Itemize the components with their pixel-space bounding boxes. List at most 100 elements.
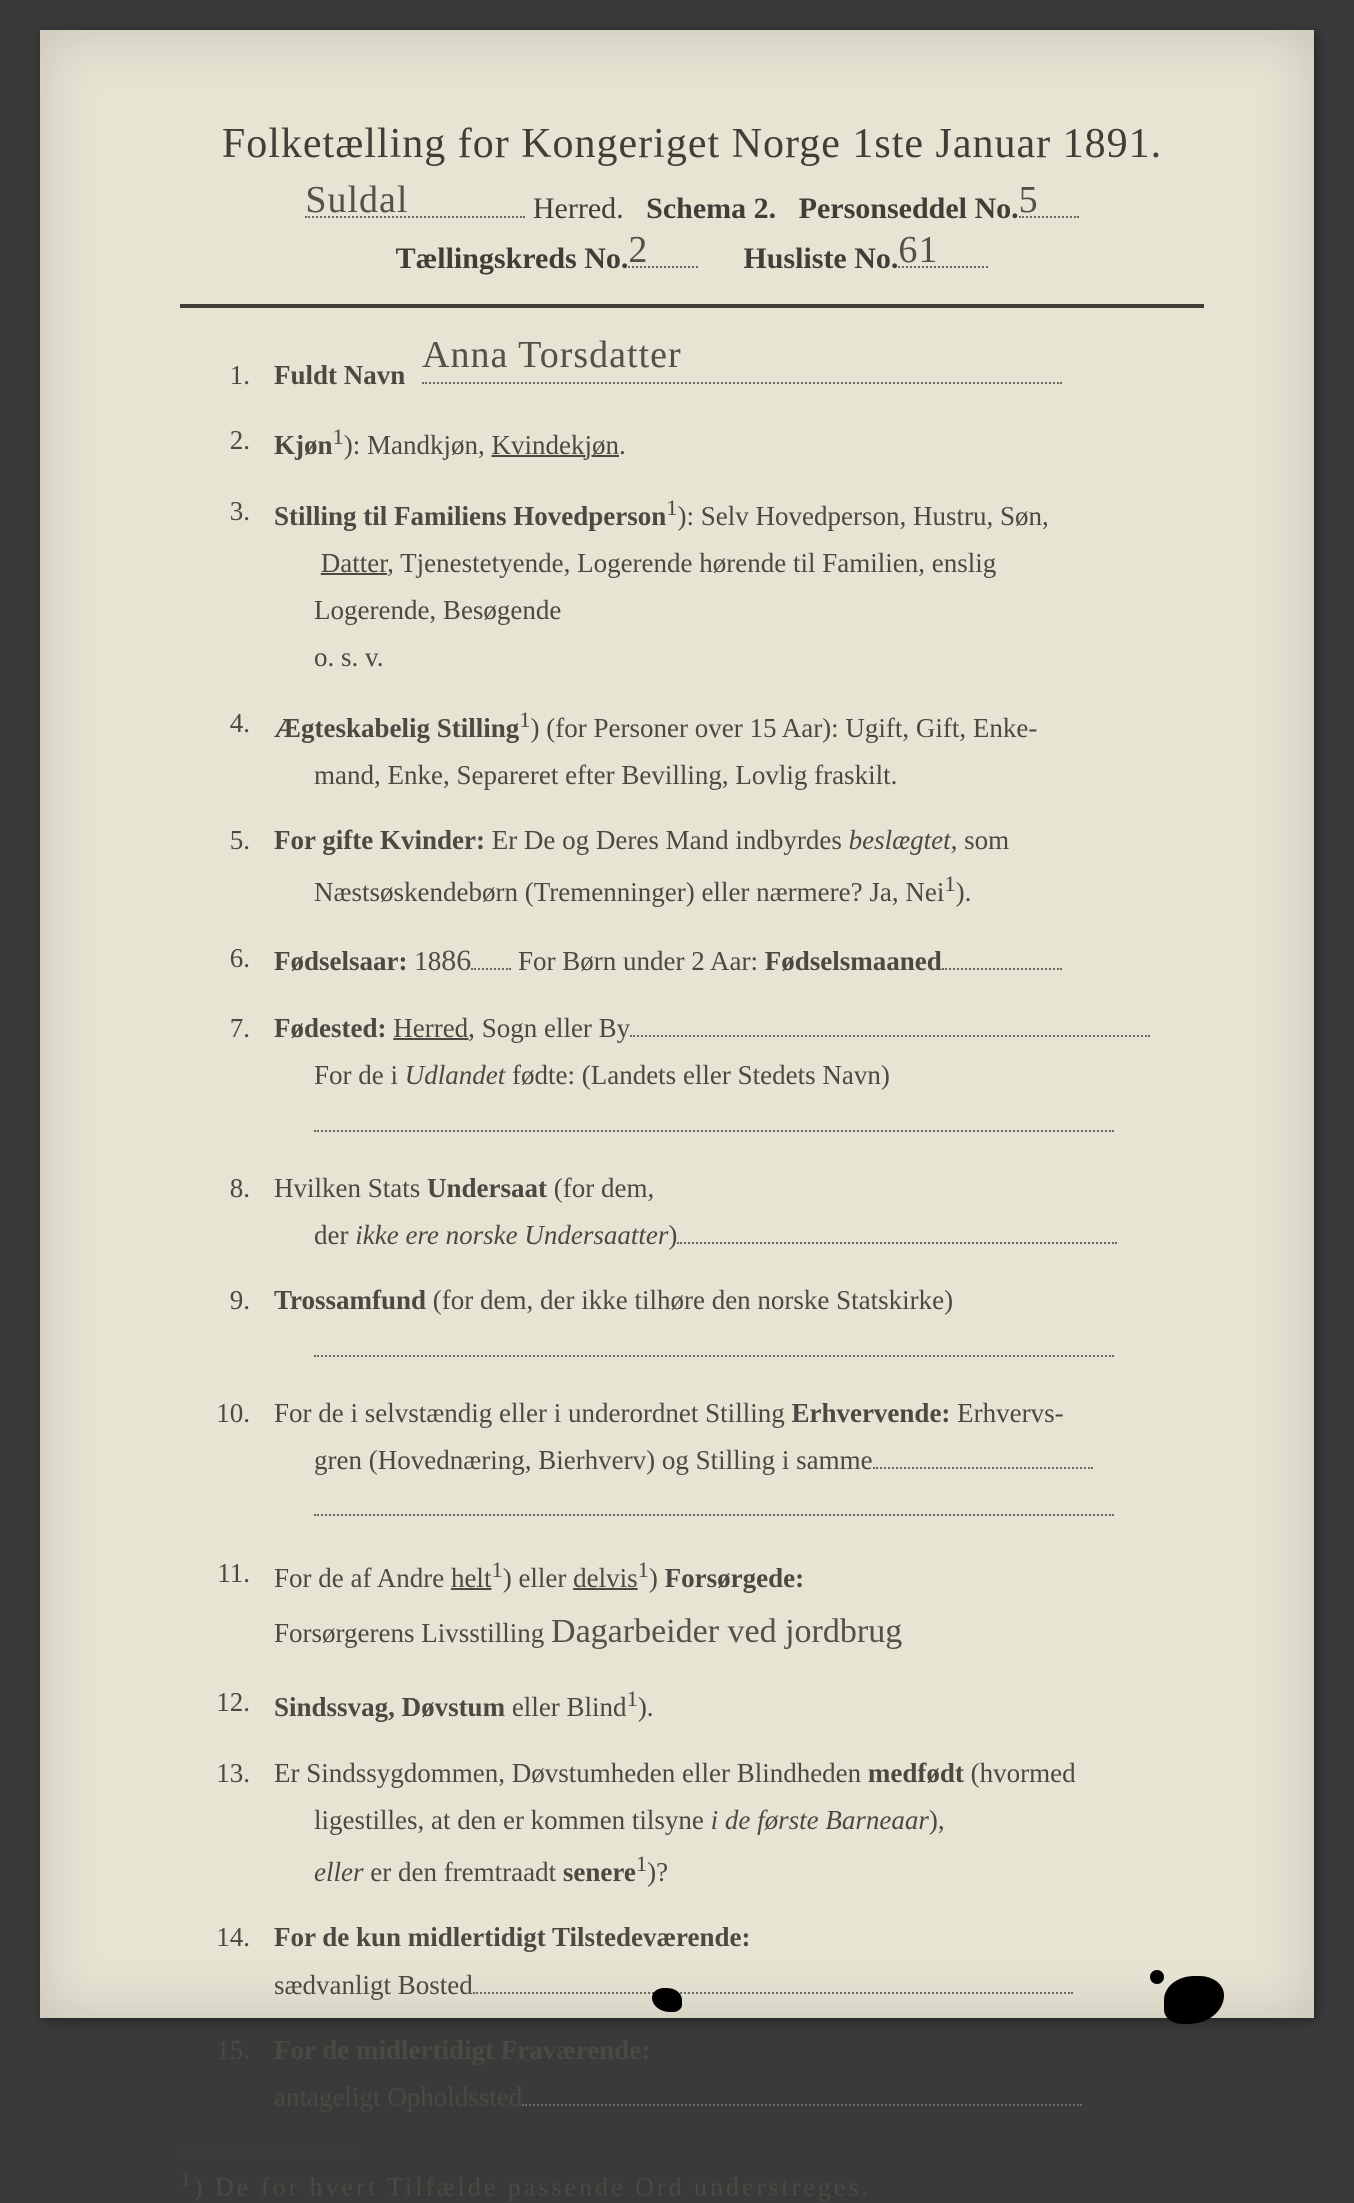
text: ) xyxy=(649,1563,665,1593)
text: For de i xyxy=(314,1060,405,1090)
item-num: 1. xyxy=(180,352,274,399)
item-label: For de midlertidigt Fraværende: xyxy=(274,2035,650,2065)
underlined-option: Herred, xyxy=(393,1013,475,1043)
sup: 1 xyxy=(666,495,677,520)
text: o. s. v. xyxy=(274,642,384,672)
sup: 1 xyxy=(333,424,344,449)
sup: 1 xyxy=(627,1686,638,1711)
item-num: 8. xyxy=(180,1165,274,1260)
text: Hvilken Stats xyxy=(274,1173,427,1203)
item-4: 4. Ægteskabelig Stilling1) (for Personer… xyxy=(180,700,1204,800)
item-num: 6. xyxy=(180,935,274,988)
birthyear-hw: 86 xyxy=(441,944,471,977)
text: . xyxy=(619,430,626,460)
text: mand, Enke, Separeret efter Bevilling, L… xyxy=(274,760,897,790)
text: (hvormed xyxy=(964,1758,1076,1788)
item-num: 11. xyxy=(180,1550,274,1662)
text: For Børn under 2 Aar: xyxy=(511,946,764,976)
text: For de i selvstændig eller i underordnet… xyxy=(274,1398,791,1428)
item-label: Fødselsmaaned xyxy=(765,946,942,976)
sup: 1 xyxy=(636,1851,647,1876)
item-num: 2. xyxy=(180,417,274,469)
item-label: Fødselsaar: xyxy=(274,946,407,976)
text-italic: eller xyxy=(314,1857,363,1887)
text: fødte: (Landets eller Stedets Navn) xyxy=(505,1060,890,1090)
item-13: 13. Er Sindssygdommen, Døvstumheden elle… xyxy=(180,1750,1204,1897)
form-items: 1. Fuldt Navn Anna Torsdatter 2. Kjøn1):… xyxy=(180,352,1204,2121)
item-num: 4. xyxy=(180,700,274,800)
item-label: Undersaat xyxy=(427,1173,547,1203)
text: Forsørgerens Livsstilling xyxy=(274,1618,544,1648)
husliste-label: Husliste No. xyxy=(743,242,898,275)
item-label: Kjøn xyxy=(274,430,333,460)
item-label: senere xyxy=(563,1857,636,1887)
text: Erhvervs- xyxy=(950,1398,1063,1428)
item-label: medfødt xyxy=(868,1758,964,1788)
text: Næstsøskendebørn (Tremenninger) eller næ… xyxy=(314,877,944,907)
item-num: 7. xyxy=(180,1005,274,1147)
husliste-hw: 61 xyxy=(898,228,938,272)
horizontal-rule xyxy=(180,304,1204,308)
text: ). xyxy=(638,1692,654,1722)
sup: 1 xyxy=(180,2167,194,2191)
text: antageligt Opholdssted xyxy=(274,2082,522,2112)
text: , Tjenestetyende, Logerende hørende til … xyxy=(387,548,996,578)
tkreds-hw: 2 xyxy=(628,228,648,272)
text: )? xyxy=(647,1857,668,1887)
item-3: 3. Stilling til Familiens Hovedperson1):… xyxy=(180,488,1204,682)
ink-blot xyxy=(1164,1976,1224,2024)
item-label: Ægteskabelig Stilling xyxy=(274,713,519,743)
underlined-option: Datter xyxy=(321,548,387,578)
text: Er De og Deres Mand indbyrdes xyxy=(485,825,849,855)
text-italic: i de første Barneaar xyxy=(711,1805,929,1835)
text: der xyxy=(314,1220,355,1250)
personseddel-label: Personseddel No. xyxy=(799,192,1019,225)
text: som xyxy=(957,825,1009,855)
item-label: Forsørgede: xyxy=(665,1563,804,1593)
tkreds-label: Tællingskreds No. xyxy=(396,242,629,275)
item-14: 14. For de kun midlertidigt Tilstedevære… xyxy=(180,1914,1204,2009)
schema-label: Schema 2. xyxy=(646,192,776,225)
text: er den fremtraadt xyxy=(363,1857,562,1887)
item-label: Sindssvag, Døvstum xyxy=(274,1692,505,1722)
text: (for dem, der ikke tilhøre den norske St… xyxy=(426,1285,953,1315)
text: ) xyxy=(668,1220,677,1250)
herred-handwritten: Suldal xyxy=(305,178,408,222)
item-label: For gifte Kvinder: xyxy=(274,825,485,855)
text: ): Mandkjøn, xyxy=(344,430,492,460)
item-label: Stilling til Familiens Hovedperson xyxy=(274,501,666,531)
sup: 1 xyxy=(638,1557,649,1582)
text: sædvanligt Bosted xyxy=(274,1970,473,2000)
item-10: 10. For de i selvstændig eller i underor… xyxy=(180,1390,1204,1532)
item-5: 5. For gifte Kvinder: Er De og Deres Man… xyxy=(180,817,1204,917)
item-num: 10. xyxy=(180,1390,274,1532)
item-num: 14. xyxy=(180,1914,274,2009)
item-8: 8. Hvilken Stats Undersaat (for dem, der… xyxy=(180,1165,1204,1260)
text-italic: beslægtet, xyxy=(849,825,958,855)
scan-frame: Folketælling for Kongeriget Norge 1ste J… xyxy=(0,0,1354,2048)
text: 18 xyxy=(407,946,441,976)
text: gren (Hovednæring, Bierhverv) og Stillin… xyxy=(314,1445,873,1475)
item-num: 13. xyxy=(180,1750,274,1897)
item-num: 15. xyxy=(180,2027,274,2122)
footnote-rule xyxy=(180,2151,360,2153)
text: ): Selv Hovedperson, Hustru, Søn, xyxy=(678,501,1049,531)
item-num: 5. xyxy=(180,817,274,917)
text: Sogn eller By xyxy=(475,1013,630,1043)
text: ) eller xyxy=(503,1563,573,1593)
ink-blot xyxy=(1150,1970,1164,1984)
text: ligestilles, at den er kommen tilsyne xyxy=(314,1805,711,1835)
sup: 1 xyxy=(944,871,955,896)
sup: 1 xyxy=(491,1557,502,1582)
item-7: 7. Fødested: Herred, Sogn eller By For d… xyxy=(180,1005,1204,1147)
text: Logerende, Besøgende xyxy=(274,595,561,625)
underlined-option: Kvindekjøn xyxy=(492,430,620,460)
text: ) (for Personer over 15 Aar): Ugift, Gif… xyxy=(531,713,1038,743)
underlined-option: delvis xyxy=(573,1563,638,1593)
item-label: Fødested: xyxy=(274,1013,386,1043)
document-title: Folketælling for Kongeriget Norge 1ste J… xyxy=(180,120,1204,168)
text: ). xyxy=(956,877,972,907)
text: Er Sindssygdommen, Døvstumheden eller Bl… xyxy=(274,1758,868,1788)
fullname-hw: Anna Torsdatter xyxy=(422,322,682,389)
text: (for dem, xyxy=(547,1173,654,1203)
